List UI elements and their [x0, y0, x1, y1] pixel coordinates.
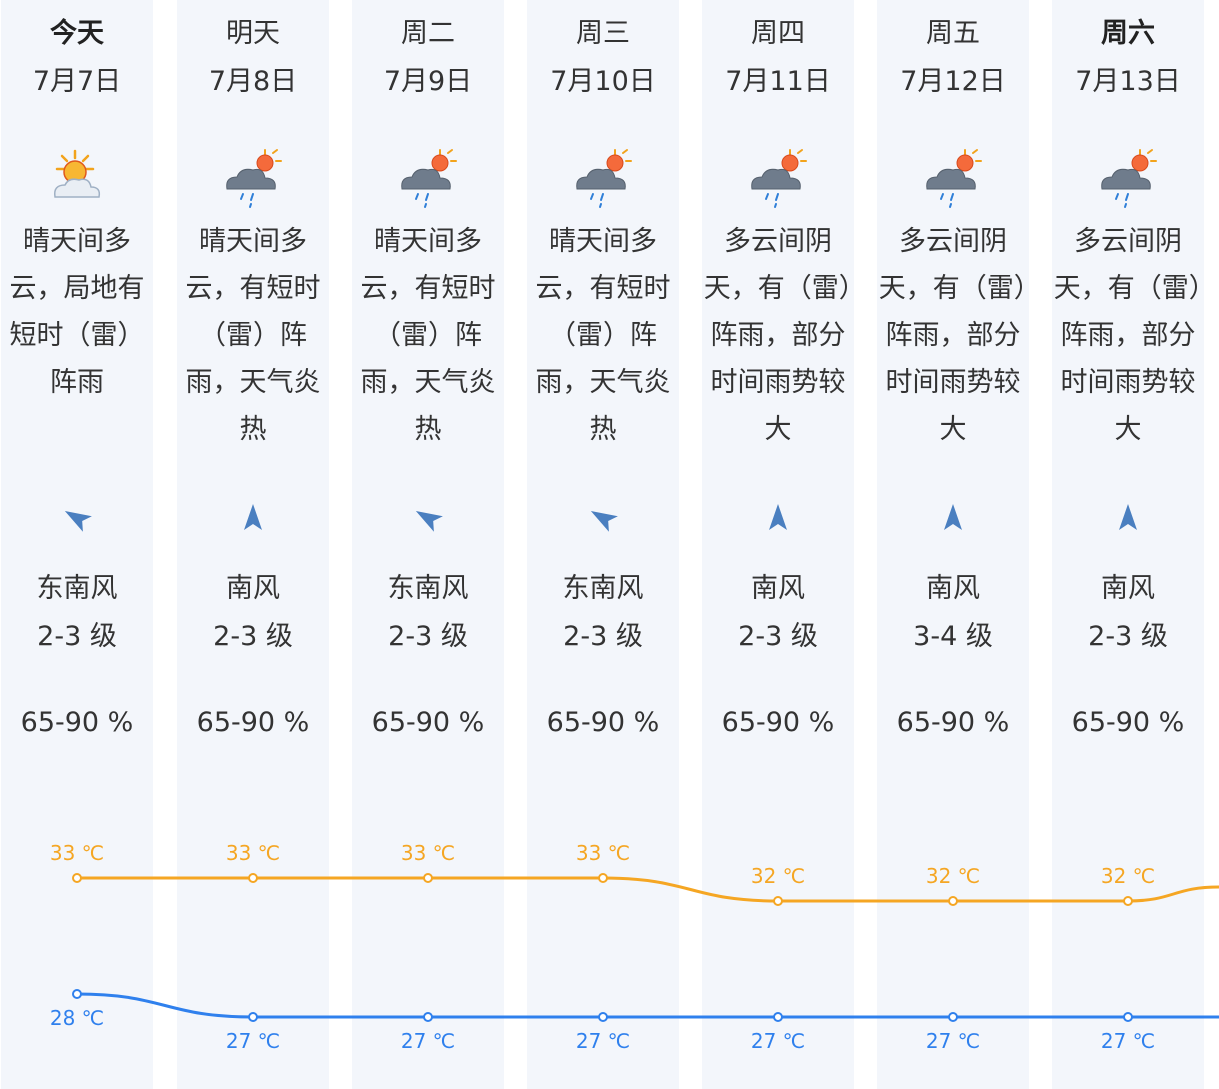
high-temperature-point	[423, 873, 433, 883]
low-temperature-label: 27 ℃	[226, 1029, 280, 1053]
wind-arrow-southeast-icon	[590, 511, 618, 532]
high-temperature-label: 33 ℃	[576, 841, 630, 865]
humidity-range: 65-90 %	[196, 707, 310, 738]
weekday-label: 今天	[50, 18, 104, 49]
date-label: 7月7日	[32, 66, 122, 97]
low-temperature-line	[76, 992, 1219, 1019]
low-temperature-point	[423, 1012, 433, 1022]
weather-description: 晴天间多云，有短时（雷）阵雨，天气炎热	[185, 226, 321, 445]
high-temperature-line	[77, 876, 1219, 903]
sunny-partly-cloudy-icon	[53, 149, 101, 198]
wind-direction: 东南风	[387, 573, 469, 604]
date-label: 7月8日	[208, 66, 298, 97]
humidity-range: 65-90 %	[546, 707, 660, 738]
low-temperature-label: 27 ℃	[576, 1029, 630, 1053]
cloud-sun-rain-icon	[1101, 149, 1157, 208]
weekday-label: 周五	[926, 18, 980, 49]
low-temperature-point	[948, 1012, 958, 1022]
wind-arrow-southeast-icon	[415, 511, 443, 532]
high-temperature-label: 32 ℃	[1101, 864, 1155, 888]
date-label: 7月10日	[550, 66, 656, 97]
date-label: 7月13日	[1075, 66, 1181, 97]
low-temperature-label: 27 ℃	[751, 1029, 805, 1053]
humidity-range: 65-90 %	[20, 707, 134, 738]
weather-description: 晴天间多云，局地有短时（雷）阵雨	[9, 226, 145, 398]
low-temperature-label: 27 ℃	[401, 1029, 455, 1053]
low-temperature-label: 28 ℃	[50, 1006, 104, 1030]
wind-direction: 南风	[226, 573, 280, 604]
cloud-sun-rain-icon	[401, 149, 457, 208]
low-temperature-label: 27 ℃	[926, 1029, 980, 1053]
weekday-label: 周二	[401, 18, 455, 49]
wind-level: 2-3 级	[37, 621, 117, 652]
weather-description: 多云间阴天，有（雷）阵雨，部分时间雨势较大	[878, 226, 1028, 445]
low-temperature-point	[72, 989, 82, 999]
cloud-sun-rain-icon	[751, 149, 807, 208]
high-temperature-point	[598, 873, 608, 883]
wind-direction: 东南风	[36, 573, 118, 604]
weekday-label: 周三	[576, 18, 630, 49]
low-temperature-point	[773, 1012, 783, 1022]
cloud-sun-rain-icon	[926, 149, 982, 208]
date-label: 7月11日	[725, 66, 831, 97]
weather-description: 多云间阴天，有（雷）阵雨，部分时间雨势较大	[703, 226, 853, 445]
high-temperature-point	[72, 873, 82, 883]
wind-level: 3-4 级	[913, 621, 993, 652]
day-column-5[interactable]: 周五 7月12日 多云间阴天，有（雷）阵雨，部分时间雨势较大 南风 3-4 级 …	[877, 0, 1029, 1089]
humidity-range: 65-90 %	[1071, 707, 1185, 738]
low-temperature-point	[598, 1012, 608, 1022]
wind-arrow-south-icon	[944, 504, 962, 530]
cloud-sun-rain-icon	[576, 149, 632, 208]
humidity-range: 65-90 %	[896, 707, 1010, 738]
wind-arrow-south-icon	[1119, 504, 1137, 530]
cloud-sun-rain-icon	[226, 149, 282, 208]
high-temperature-label: 32 ℃	[751, 864, 805, 888]
low-temperature-point	[248, 1012, 258, 1022]
wind-direction: 南风	[751, 573, 805, 604]
day-column-1[interactable]: 明天 7月8日 晴天间多云，有短时（雷）阵雨，天气炎热 南风 2-3 级 65-…	[177, 0, 329, 1089]
wind-level: 2-3 级	[563, 621, 643, 652]
weekday-label: 周四	[751, 18, 805, 49]
low-temperature-point	[1123, 1012, 1133, 1022]
weather-description: 晴天间多云，有短时（雷）阵雨，天气炎热	[360, 226, 496, 445]
low-temperature-label: 27 ℃	[1101, 1029, 1155, 1053]
weather-description: 多云间阴天，有（雷）阵雨，部分时间雨势较大	[1053, 226, 1203, 445]
weekday-label: 明天	[226, 18, 280, 49]
wind-arrow-south-icon	[769, 504, 787, 530]
high-temperature-label: 33 ℃	[50, 841, 104, 865]
wind-level: 2-3 级	[1088, 621, 1168, 652]
high-temperature-point	[1123, 896, 1133, 906]
wind-direction: 东南风	[562, 573, 644, 604]
wind-level: 2-3 级	[738, 621, 818, 652]
high-temperature-label: 33 ℃	[226, 841, 280, 865]
date-label: 7月12日	[900, 66, 1006, 97]
high-temperature-point	[773, 896, 783, 906]
humidity-range: 65-90 %	[371, 707, 485, 738]
day-column-6[interactable]: 周六 7月13日 多云间阴天，有（雷）阵雨，部分时间雨势较大 南风 2-3 级 …	[1052, 0, 1204, 1089]
high-temperature-label: 32 ℃	[926, 864, 980, 888]
date-label: 7月9日	[383, 66, 473, 97]
wind-direction: 南风	[1101, 573, 1155, 604]
day-column-2[interactable]: 周二 7月9日 晴天间多云，有短时（雷）阵雨，天气炎热 东南风 2-3 级 65…	[352, 0, 504, 1089]
weekday-label: 周六	[1101, 18, 1155, 49]
wind-arrow-southeast-icon	[64, 511, 92, 532]
wind-direction: 南风	[926, 573, 980, 604]
wind-arrow-south-icon	[244, 504, 262, 530]
high-temperature-point	[948, 896, 958, 906]
high-temperature-point	[248, 873, 258, 883]
day-column-3[interactable]: 周三 7月10日 晴天间多云，有短时（雷）阵雨，天气炎热 东南风 2-3 级 6…	[527, 0, 679, 1089]
wind-level: 2-3 级	[213, 621, 293, 652]
day-column-0[interactable]: 今天 7月7日 晴天间多云，局地有短时（雷）阵雨 东南风 2-3 级 65-90…	[1, 0, 153, 1089]
humidity-range: 65-90 %	[721, 707, 835, 738]
high-temperature-label: 33 ℃	[401, 841, 455, 865]
day-column-4[interactable]: 周四 7月11日 多云间阴天，有（雷）阵雨，部分时间雨势较大 南风 2-3 级 …	[702, 0, 854, 1089]
weather-description: 晴天间多云，有短时（雷）阵雨，天气炎热	[535, 226, 671, 445]
wind-level: 2-3 级	[388, 621, 468, 652]
